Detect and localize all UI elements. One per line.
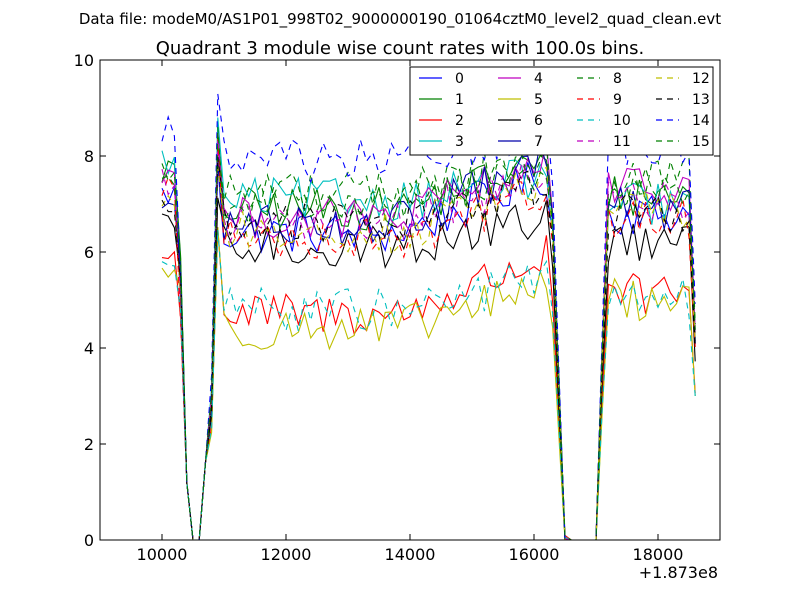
y-tick-label: 0 — [84, 531, 94, 550]
legend-label-3: 3 — [455, 134, 464, 150]
x-tick-label: 16000 — [509, 545, 560, 564]
y-tick-label: 2 — [84, 435, 94, 454]
series-line-8 — [161, 139, 696, 540]
series-line-13 — [161, 156, 696, 540]
legend-label-1: 1 — [455, 92, 464, 108]
x-tick-label: 18000 — [633, 545, 684, 564]
series-line-2 — [161, 228, 696, 540]
x-tick-label: 10000 — [137, 545, 188, 564]
legend-label-2: 2 — [455, 113, 464, 129]
legend-label-13: 13 — [692, 92, 710, 108]
series-line-15 — [161, 127, 696, 540]
legend-label-5: 5 — [534, 92, 543, 108]
series-line-5 — [161, 227, 696, 540]
x-offset-label: +1.873e8 — [639, 563, 718, 582]
legend-label-15: 15 — [692, 134, 710, 150]
legend-label-9: 9 — [613, 92, 622, 108]
legend-label-6: 6 — [534, 113, 543, 129]
y-tick-label: 6 — [84, 243, 94, 262]
series-line-14 — [161, 93, 696, 540]
series-line-12 — [161, 166, 696, 540]
legend-label-4: 4 — [534, 71, 543, 87]
chart-title: Quadrant 3 module wise count rates with … — [156, 38, 645, 59]
legend-label-8: 8 — [613, 71, 622, 87]
series-line-6 — [161, 197, 696, 540]
legend-box — [409, 66, 714, 156]
series-layer — [161, 93, 696, 540]
y-tick-label: 8 — [84, 147, 94, 166]
legend-label-11: 11 — [613, 134, 631, 150]
legend-label-0: 0 — [455, 71, 464, 87]
x-tick-label: 12000 — [261, 545, 312, 564]
legend-label-7: 7 — [534, 134, 543, 150]
y-tick-label: 10 — [74, 51, 94, 70]
figure-suptitle: Data file: modeM0/AS1P01_998T02_90000001… — [79, 10, 721, 29]
y-tick-label: 4 — [84, 339, 94, 358]
legend-label-14: 14 — [692, 113, 710, 129]
series-line-4 — [161, 140, 696, 540]
legend-label-12: 12 — [692, 71, 710, 87]
x-tick-label: 14000 — [385, 545, 436, 564]
legend-label-10: 10 — [613, 113, 631, 129]
series-line-10 — [161, 229, 696, 540]
